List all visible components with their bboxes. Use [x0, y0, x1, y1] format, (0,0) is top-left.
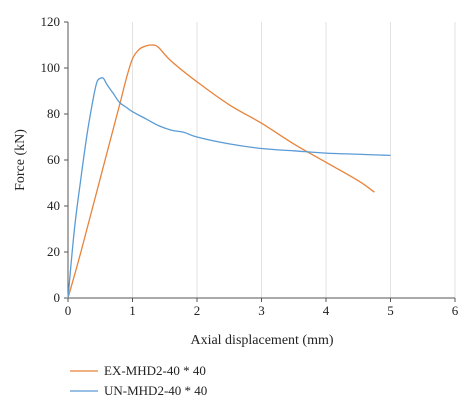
y-tick-label: 100 [41, 60, 61, 75]
axes [64, 21, 456, 302]
series-lines [67, 44, 391, 299]
x-tick-label: 1 [129, 303, 136, 318]
y-tick-label: 60 [47, 152, 60, 167]
y-tick-label: 20 [47, 244, 60, 259]
x-tick-label: 6 [452, 303, 459, 318]
x-tick-label: 0 [65, 303, 72, 318]
y-tick-label: 80 [47, 106, 60, 121]
series-line-un [67, 77, 391, 299]
x-tick-label: 2 [194, 303, 201, 318]
y-tick-label: 40 [47, 198, 60, 213]
legend: EX-MHD2-40 * 40 UN-MHD2-40 * 40 [70, 363, 207, 398]
legend-label-ex: EX-MHD2-40 * 40 [104, 363, 206, 378]
x-tick-label: 4 [323, 303, 330, 318]
y-axis-label: Force (kN) [13, 129, 28, 191]
y-tick-label: 120 [41, 14, 61, 29]
grid [132, 22, 456, 298]
legend-label-un: UN-MHD2-40 * 40 [104, 383, 207, 398]
x-axis-label: Axial displacement (mm) [190, 333, 333, 348]
x-tick-label: 3 [258, 303, 265, 318]
series-line-ex [67, 44, 375, 299]
y-tick-label: 0 [54, 290, 61, 305]
x-tick-label: 5 [387, 303, 394, 318]
